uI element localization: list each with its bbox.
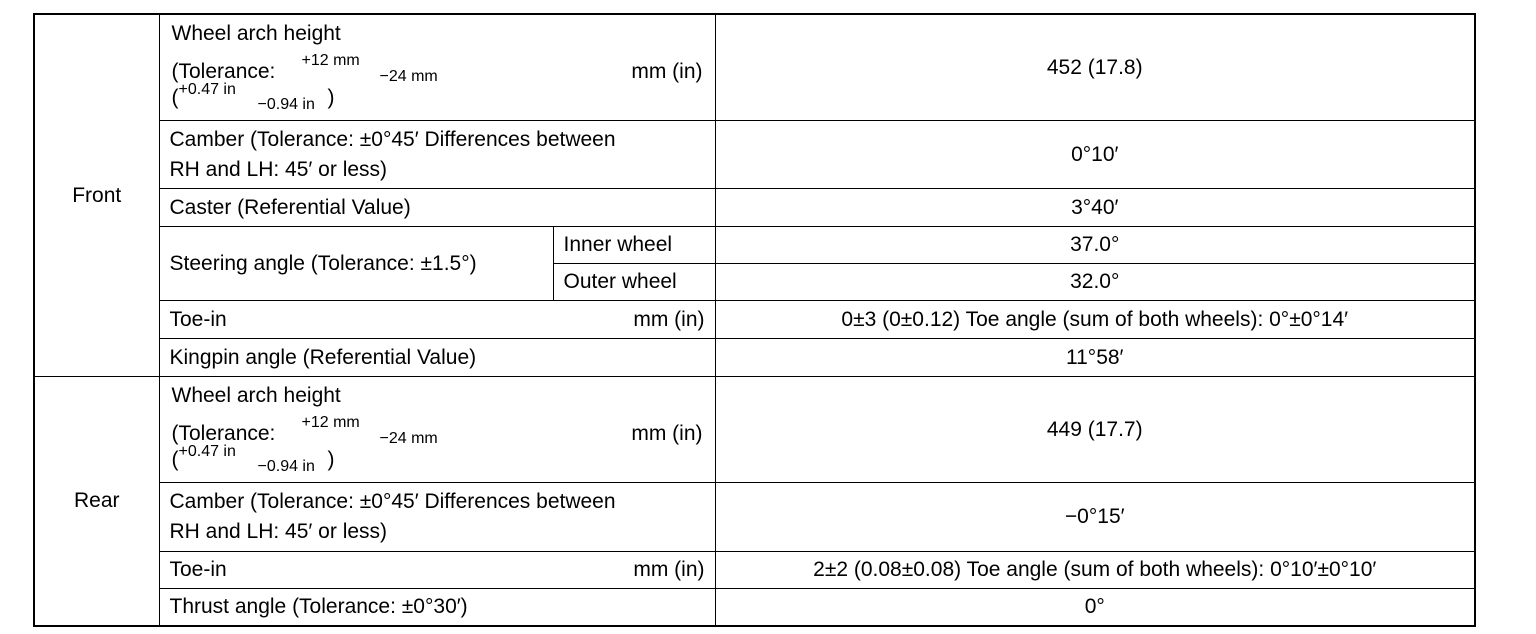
item: Toe-in <box>169 558 227 581</box>
row: Caster (Referential Value) 3°40′ <box>34 188 1476 227</box>
row: Front Wheel arch height (Tolerance: +12 … <box>33 13 1476 377</box>
wheel-arch-item: Wheel arch height (Tolerance: +12 mm −24… <box>160 15 715 120</box>
value: 32.0° <box>714 263 1476 301</box>
value: 0°10′ <box>714 120 1476 189</box>
sub-item: Inner wheel <box>552 226 716 264</box>
tolerance-upper: +12 mm <box>301 52 360 69</box>
tolerance-close: ) <box>327 86 335 109</box>
item-line: RH and LH: 45′ or less) <box>169 157 388 181</box>
item: Kingpin angle (Referential Value) <box>158 338 716 377</box>
item: Caster (Referential Value) <box>158 188 716 227</box>
row: Toe-in mm (in) 2±2 (0.08±0.08) Toe angle … <box>34 551 1476 589</box>
unit: mm (in) <box>633 558 705 581</box>
section-name: Rear <box>33 376 160 626</box>
row: Kingpin angle (Referential Value) 11°58′ <box>34 338 1476 377</box>
value: 2±2 (0.08±0.08) Toe angle (sum of both w… <box>714 551 1476 589</box>
tolerance-in-lower: −0.94 in <box>257 458 315 475</box>
spec-table: Front Wheel arch height (Tolerance: +12 … <box>33 13 1476 627</box>
tolerance-lower: −24 mm <box>379 68 438 85</box>
item-cell: Camber (Tolerance: ±0°45′ Differences be… <box>158 482 716 552</box>
tolerance-in-upper: +0.47 in <box>178 443 236 460</box>
row: Outer wheel 32.0° <box>34 263 1476 301</box>
tolerance-in-upper: +0.47 in <box>178 81 236 98</box>
item: Steering angle (Tolerance: ±1.5°) <box>158 226 554 301</box>
item-cell: Toe-in mm (in) <box>158 300 716 339</box>
row: Rear Wheel arch height (Tolerance: +12 m… <box>33 376 1476 626</box>
unit: mm (in) <box>631 60 703 83</box>
value: 449 (17.7) <box>714 376 1476 483</box>
unit: mm (in) <box>633 307 705 331</box>
row: Camber (Tolerance: ±0°45′ Differences be… <box>34 482 1476 552</box>
section-name: Front <box>33 13 160 377</box>
wheel-arch-item: Wheel arch height (Tolerance: +12 mm −24… <box>160 377 715 482</box>
item: Wheel arch height <box>171 22 341 45</box>
tolerance-lower: −24 mm <box>379 430 438 447</box>
tolerance-prefix: (Tolerance: <box>171 422 276 445</box>
tolerance-close: ) <box>327 448 335 471</box>
tolerance-open: ( <box>171 448 179 471</box>
value: 11°58′ <box>714 338 1476 377</box>
item-cell: Wheel arch height (Tolerance: +12 mm −24… <box>158 376 716 483</box>
item: Wheel arch height <box>171 384 341 407</box>
tolerance-in-lower: −0.94 in <box>257 96 315 113</box>
item-line: Camber (Tolerance: ±0°45′ Differences be… <box>169 127 616 151</box>
tolerance-upper: +12 mm <box>301 414 360 431</box>
value: 37.0° <box>714 226 1476 264</box>
item-cell: Camber (Tolerance: ±0°45′ Differences be… <box>158 120 716 189</box>
sub-item: Outer wheel <box>552 263 716 301</box>
value: 3°40′ <box>714 188 1476 227</box>
item-line: RH and LH: 45′ or less) <box>169 520 388 543</box>
item-line: Camber (Tolerance: ±0°45′ Differences be… <box>169 490 616 513</box>
row: Camber (Tolerance: ±0°45′ Differences be… <box>34 120 1476 189</box>
value: −0°15′ <box>714 482 1476 552</box>
item: Thrust angle (Tolerance: ±0°30′) <box>158 588 716 626</box>
item-cell: Wheel arch height (Tolerance: +12 mm −24… <box>158 13 716 121</box>
unit: mm (in) <box>631 422 703 445</box>
value: 0±3 (0±0.12) Toe angle (sum of both whee… <box>714 300 1476 339</box>
value: 0° <box>714 588 1476 626</box>
row: Thrust angle (Tolerance: ±0°30′) 0° <box>34 588 1476 626</box>
item: Toe-in <box>169 307 227 331</box>
row: Steering angle (Tolerance: ±1.5°) Inner … <box>34 226 1476 301</box>
row: Toe-in mm (in) 0±3 (0±0.12) Toe angle (su… <box>34 300 1476 339</box>
tolerance-open: ( <box>171 86 179 109</box>
value: 452 (17.8) <box>714 13 1476 121</box>
tolerance-prefix: (Tolerance: <box>171 60 276 83</box>
item-cell: Toe-in mm (in) <box>158 551 716 589</box>
